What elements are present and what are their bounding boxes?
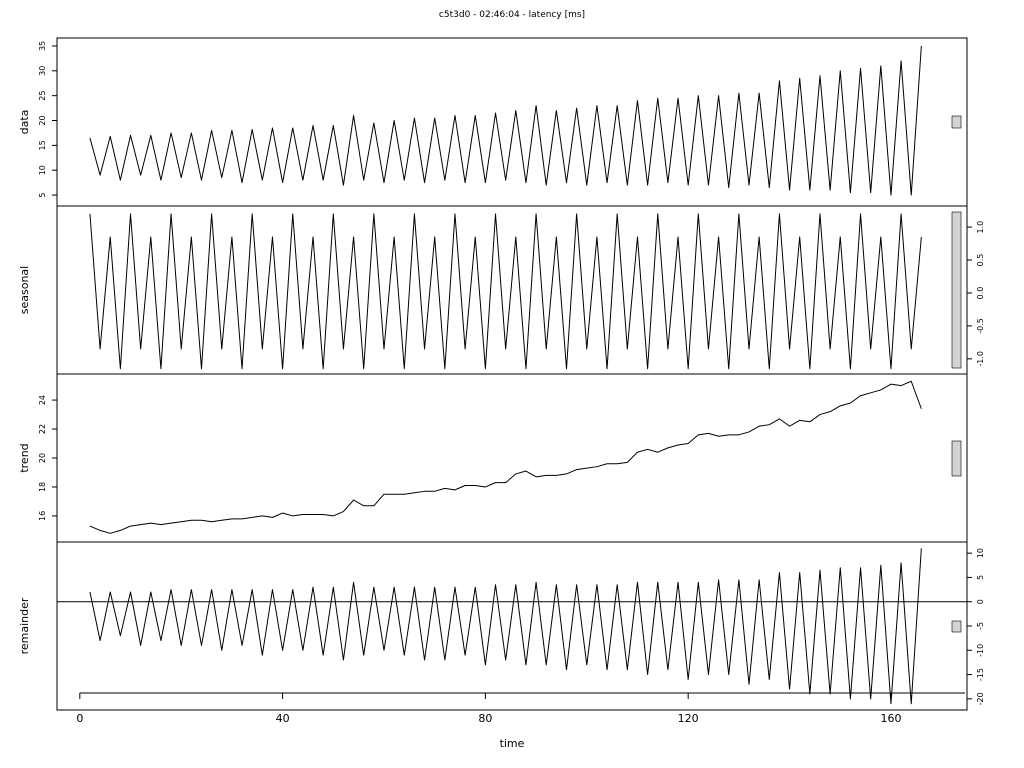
x-tick-label: 0 — [76, 712, 83, 725]
x-tick-label: 120 — [678, 712, 699, 725]
y-axis-label: data — [18, 110, 31, 135]
x-tick-label: 160 — [880, 712, 901, 725]
chart-title: c5t3d0 - 02:46:04 - latency [ms] — [439, 10, 585, 20]
y-axis-label: trend — [18, 443, 31, 472]
y-tick-label: -10 — [976, 644, 985, 657]
y-tick-label: 25 — [38, 91, 47, 101]
y-tick-label: 0.0 — [976, 287, 985, 300]
y-tick-label: 16 — [38, 511, 47, 521]
range-bar — [951, 211, 962, 369]
y-tick-label: 18 — [38, 482, 47, 492]
range-bar — [951, 620, 962, 633]
y-tick-label: 0.5 — [976, 254, 985, 267]
y-tick-label: 5 — [976, 575, 985, 580]
y-tick-label: -1.0 — [976, 351, 985, 367]
y-tick-label: -0.5 — [976, 318, 985, 334]
y-tick-label: 5 — [38, 193, 47, 198]
series-line — [89, 45, 922, 196]
y-tick-label: -15 — [976, 668, 985, 681]
y-tick-label: 20 — [38, 115, 47, 125]
y-tick-label: 22 — [38, 424, 47, 434]
y-tick-label: 24 — [38, 395, 47, 405]
y-axis-label: seasonal — [18, 266, 31, 314]
series-line — [89, 213, 922, 370]
y-tick-label: 15 — [38, 140, 47, 150]
y-axis-label: remainder — [18, 597, 31, 654]
y-tick-label: 20 — [38, 453, 47, 463]
panel-frame — [56, 373, 968, 543]
x-axis-label: time — [500, 737, 525, 750]
y-tick-label: 30 — [38, 66, 47, 76]
y-tick-label: -20 — [976, 692, 985, 705]
y-tick-label: 10 — [976, 548, 985, 558]
range-bar — [951, 115, 962, 129]
range-bar — [951, 440, 962, 477]
y-tick-label: 10 — [38, 165, 47, 175]
y-tick-label: 0 — [976, 599, 985, 604]
series-line — [89, 548, 922, 705]
x-tick-label: 40 — [276, 712, 290, 725]
series-line — [89, 380, 922, 534]
y-tick-label: 1.0 — [976, 221, 985, 234]
y-tick-label: -5 — [976, 622, 985, 630]
x-tick-label: 80 — [478, 712, 492, 725]
y-tick-label: 35 — [38, 41, 47, 51]
